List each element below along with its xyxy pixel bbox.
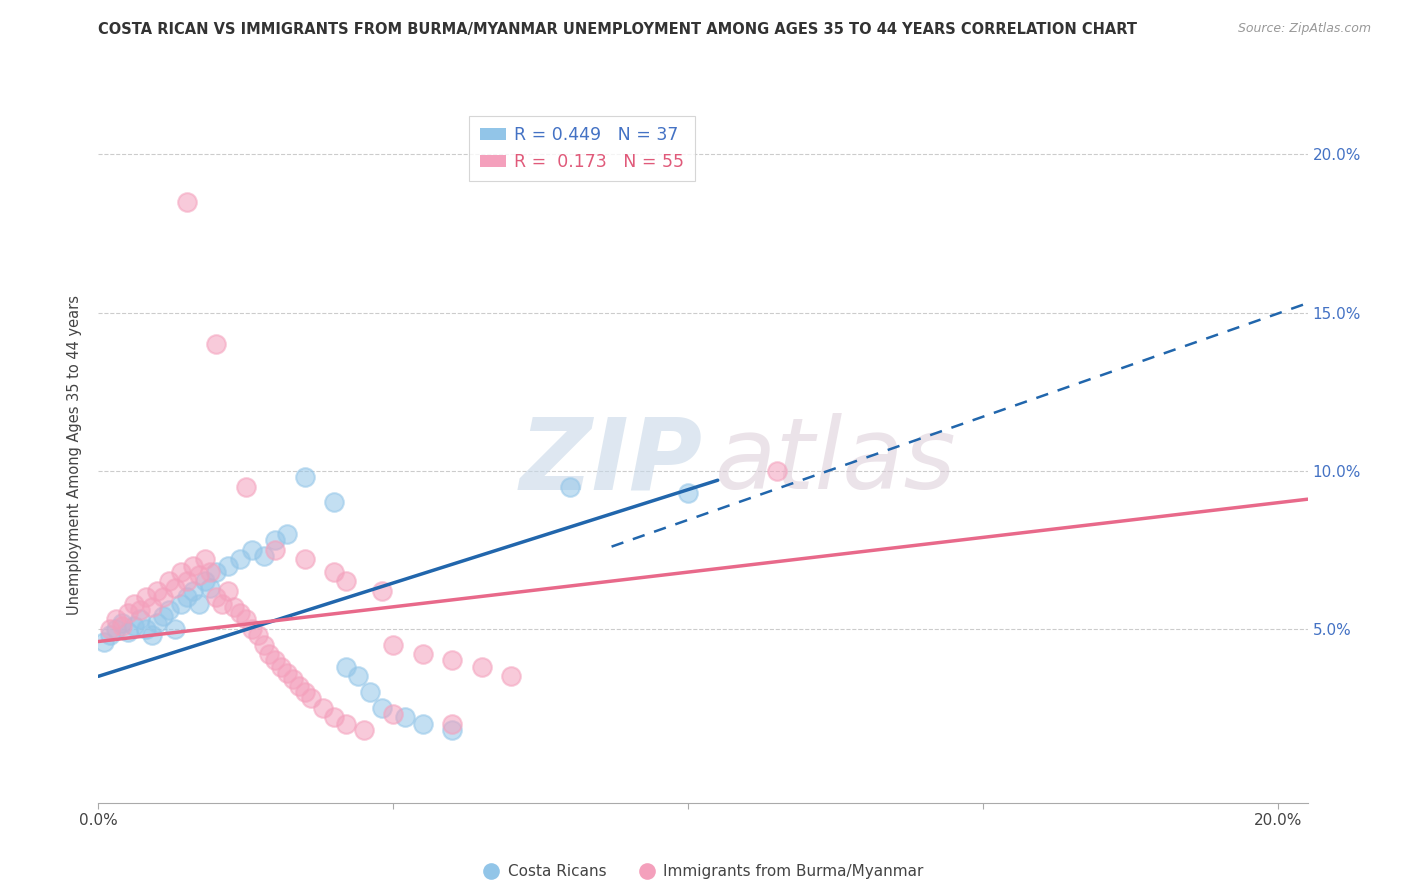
Point — [264, 533, 287, 548]
Point — [105, 622, 128, 636]
Point — [765, 464, 787, 478]
Point — [200, 565, 222, 579]
Point — [117, 606, 139, 620]
Point — [246, 628, 269, 642]
Point — [353, 723, 375, 737]
Point — [187, 597, 209, 611]
Point — [370, 701, 392, 715]
Point — [288, 679, 311, 693]
Point — [323, 565, 346, 579]
Point — [117, 625, 139, 640]
Point — [98, 622, 121, 636]
Point — [394, 710, 416, 724]
Text: atlas: atlas — [716, 413, 956, 510]
Point — [252, 549, 274, 563]
Point — [170, 597, 193, 611]
Point — [205, 591, 228, 605]
Point — [111, 615, 134, 630]
Point — [294, 685, 316, 699]
Point — [194, 574, 217, 589]
Point — [181, 558, 204, 573]
Point — [347, 669, 370, 683]
Point — [146, 615, 169, 630]
Point — [122, 618, 145, 632]
Point — [93, 634, 115, 648]
Point — [235, 479, 257, 493]
Point — [264, 653, 287, 667]
Point — [205, 565, 228, 579]
Point — [135, 591, 157, 605]
Point — [441, 653, 464, 667]
Point — [441, 723, 464, 737]
Point — [412, 647, 434, 661]
Point — [152, 591, 174, 605]
Point — [141, 628, 163, 642]
Point — [200, 581, 222, 595]
Point — [335, 716, 357, 731]
Point — [359, 685, 381, 699]
Point — [311, 701, 333, 715]
Legend: Costa Ricans, Immigrants from Burma/Myanmar: Costa Ricans, Immigrants from Burma/Myan… — [477, 858, 929, 886]
Point — [259, 647, 281, 661]
Point — [471, 660, 494, 674]
Point — [382, 638, 405, 652]
Point — [205, 337, 228, 351]
Point — [335, 574, 357, 589]
Point — [176, 574, 198, 589]
Point — [157, 574, 180, 589]
Point — [111, 618, 134, 632]
Point — [152, 609, 174, 624]
Point — [176, 194, 198, 209]
Text: COSTA RICAN VS IMMIGRANTS FROM BURMA/MYANMAR UNEMPLOYMENT AMONG AGES 35 TO 44 YE: COSTA RICAN VS IMMIGRANTS FROM BURMA/MYA… — [98, 22, 1137, 37]
Point — [560, 479, 582, 493]
Point — [170, 565, 193, 579]
Text: Source: ZipAtlas.com: Source: ZipAtlas.com — [1237, 22, 1371, 36]
Point — [128, 603, 150, 617]
Point — [240, 622, 263, 636]
Point — [229, 552, 252, 566]
Text: ZIP: ZIP — [520, 413, 703, 510]
Point — [187, 568, 209, 582]
Point — [501, 669, 523, 683]
Point — [98, 628, 121, 642]
Point — [217, 583, 239, 598]
Point — [276, 666, 298, 681]
Point — [370, 583, 392, 598]
Y-axis label: Unemployment Among Ages 35 to 44 years: Unemployment Among Ages 35 to 44 years — [67, 295, 83, 615]
Point — [211, 597, 233, 611]
Point — [157, 603, 180, 617]
Point — [235, 612, 257, 626]
Point — [229, 606, 252, 620]
Point — [270, 660, 292, 674]
Point — [678, 486, 700, 500]
Point — [299, 691, 322, 706]
Point — [252, 638, 274, 652]
Point — [128, 612, 150, 626]
Point — [323, 710, 346, 724]
Point — [382, 707, 405, 722]
Point — [281, 673, 304, 687]
Point — [194, 552, 217, 566]
Point — [135, 622, 157, 636]
Point — [122, 597, 145, 611]
Point — [323, 495, 346, 509]
Point — [264, 542, 287, 557]
Point — [141, 599, 163, 614]
Point — [294, 470, 316, 484]
Point — [294, 552, 316, 566]
Point — [240, 542, 263, 557]
Point — [276, 527, 298, 541]
Point — [176, 591, 198, 605]
Point — [181, 583, 204, 598]
Point — [105, 612, 128, 626]
Point — [441, 716, 464, 731]
Point — [165, 622, 187, 636]
Point — [412, 716, 434, 731]
Point — [165, 581, 187, 595]
Point — [335, 660, 357, 674]
Point — [217, 558, 239, 573]
Point — [222, 599, 245, 614]
Point — [146, 583, 169, 598]
